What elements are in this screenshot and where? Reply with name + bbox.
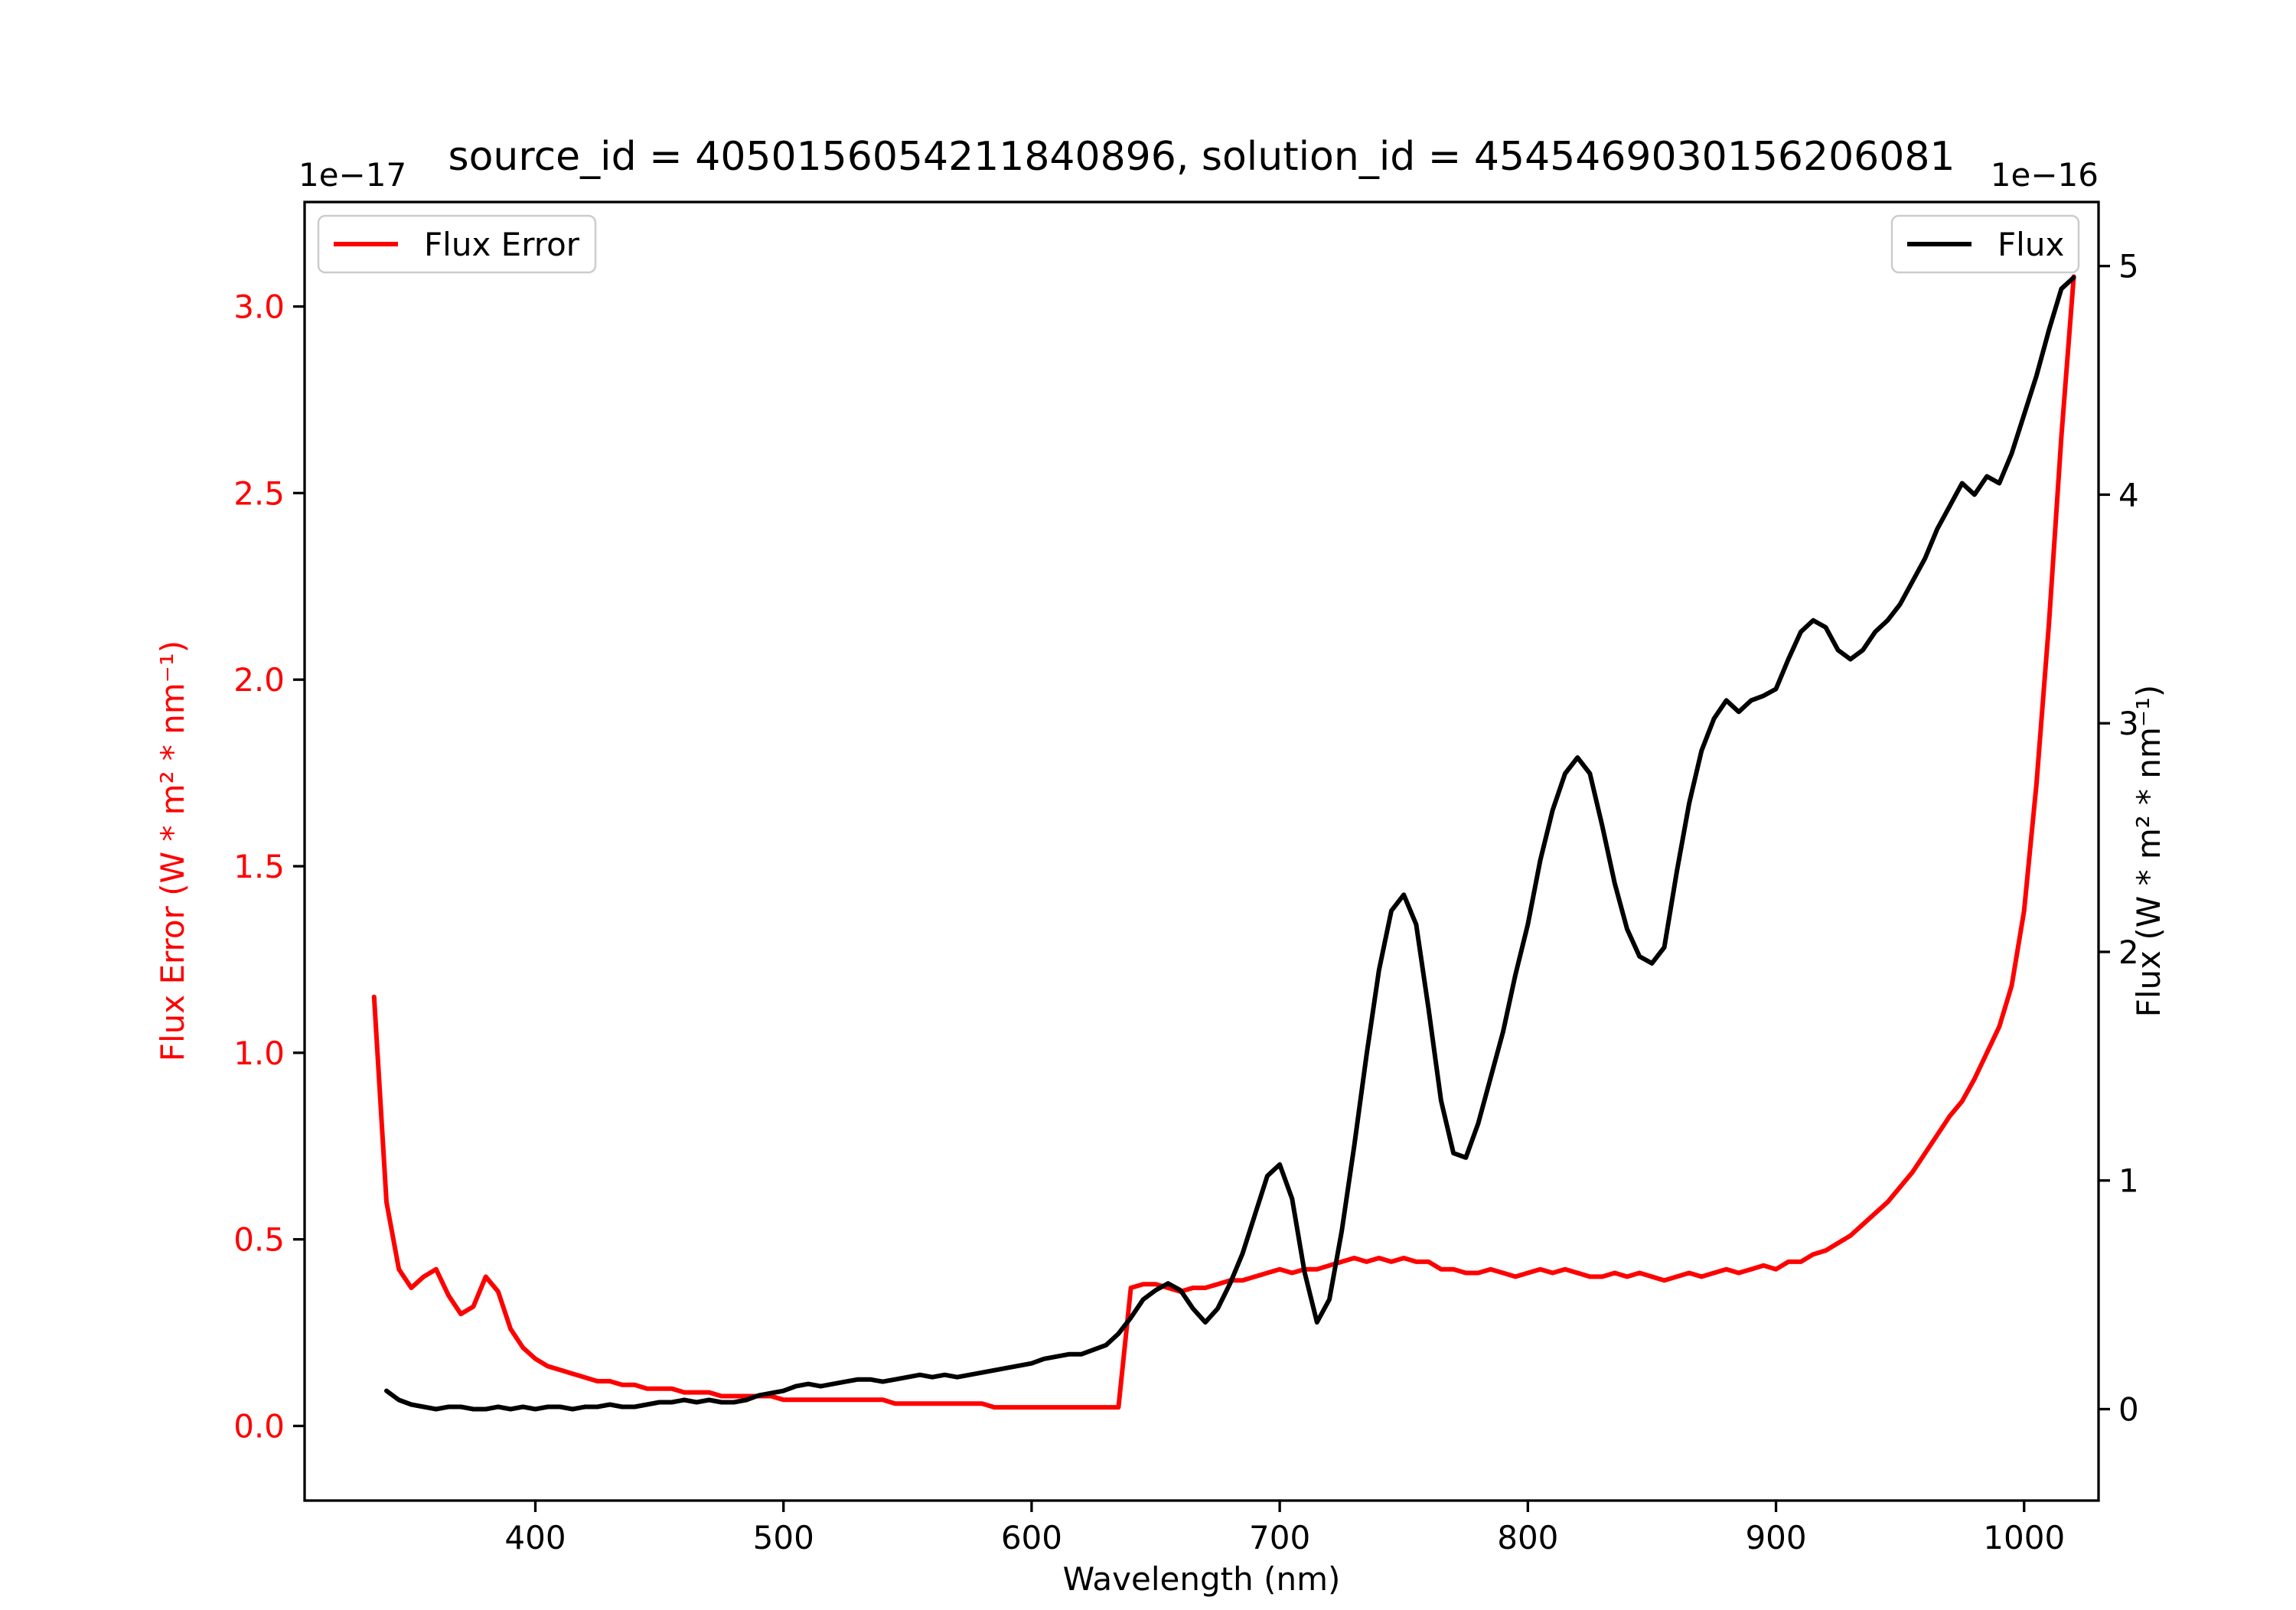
x-axis-tick-label: 1000: [1983, 1519, 2065, 1556]
plot-border: [303, 200, 2100, 1502]
legend-flux-label: Flux: [1998, 226, 2064, 263]
series-line-flux-error: [371, 274, 2076, 1410]
right-axis-label: Flux (W * m² * nm⁻¹): [2130, 685, 2167, 1018]
legend-flux: Flux: [1890, 214, 2080, 274]
left-axis-tick-label: 2.5: [233, 474, 285, 512]
x-axis-tick-label: 700: [1249, 1519, 1310, 1556]
left-axis-tick-label: 1.0: [233, 1035, 285, 1072]
legend-flux-box: [1890, 214, 2080, 274]
series-layer: [371, 274, 2076, 1412]
left-axis-tick-label: 0.0: [233, 1407, 285, 1445]
chart-title: source_id = 4050156054211840896, solutio…: [448, 134, 1955, 180]
series-line-flux: [384, 275, 2076, 1412]
right-axis-offset-text: 1e−16: [1991, 156, 2099, 194]
right-axis-tick-label: 0: [2118, 1390, 2139, 1428]
left-axis-tick-label: 2.0: [233, 661, 285, 699]
x-axis-tick-label: 400: [504, 1519, 566, 1556]
x-axis-tick-label: 500: [753, 1519, 814, 1556]
right-axis-tick-label: 1: [2118, 1162, 2139, 1200]
legend-flux-error: Flux Error: [317, 214, 597, 274]
x-axis-label: Wavelength (nm): [1063, 1560, 1341, 1598]
x-axis-tick-label: 600: [1001, 1519, 1062, 1556]
left-axis-tick-label: 1.5: [233, 848, 285, 885]
right-axis-tick-label: 3: [2118, 705, 2139, 742]
right-axis-tick-label: 4: [2118, 476, 2139, 513]
right-axis-tick-label: 5: [2118, 248, 2139, 285]
legend-flux-error-label: Flux Error: [424, 226, 580, 263]
legend-flux-error-box: [317, 214, 597, 274]
left-axis-label: Flux Error (W * m² * nm⁻¹): [154, 640, 191, 1061]
x-axis-tick-label: 900: [1745, 1519, 1806, 1556]
ticks-layer: 400 500 600 700 800 900 1000 0.0 0.5 1.0 1.5 2.0 2.5…: [233, 248, 2139, 1556]
right-axis-tick-label: 2: [2118, 934, 2139, 971]
left-axis-tick-label: 0.5: [233, 1221, 285, 1259]
left-axis-tick-label: 3.0: [233, 288, 285, 326]
left-axis-offset-text: 1e−17: [298, 156, 406, 194]
x-axis-tick-label: 800: [1497, 1519, 1558, 1556]
